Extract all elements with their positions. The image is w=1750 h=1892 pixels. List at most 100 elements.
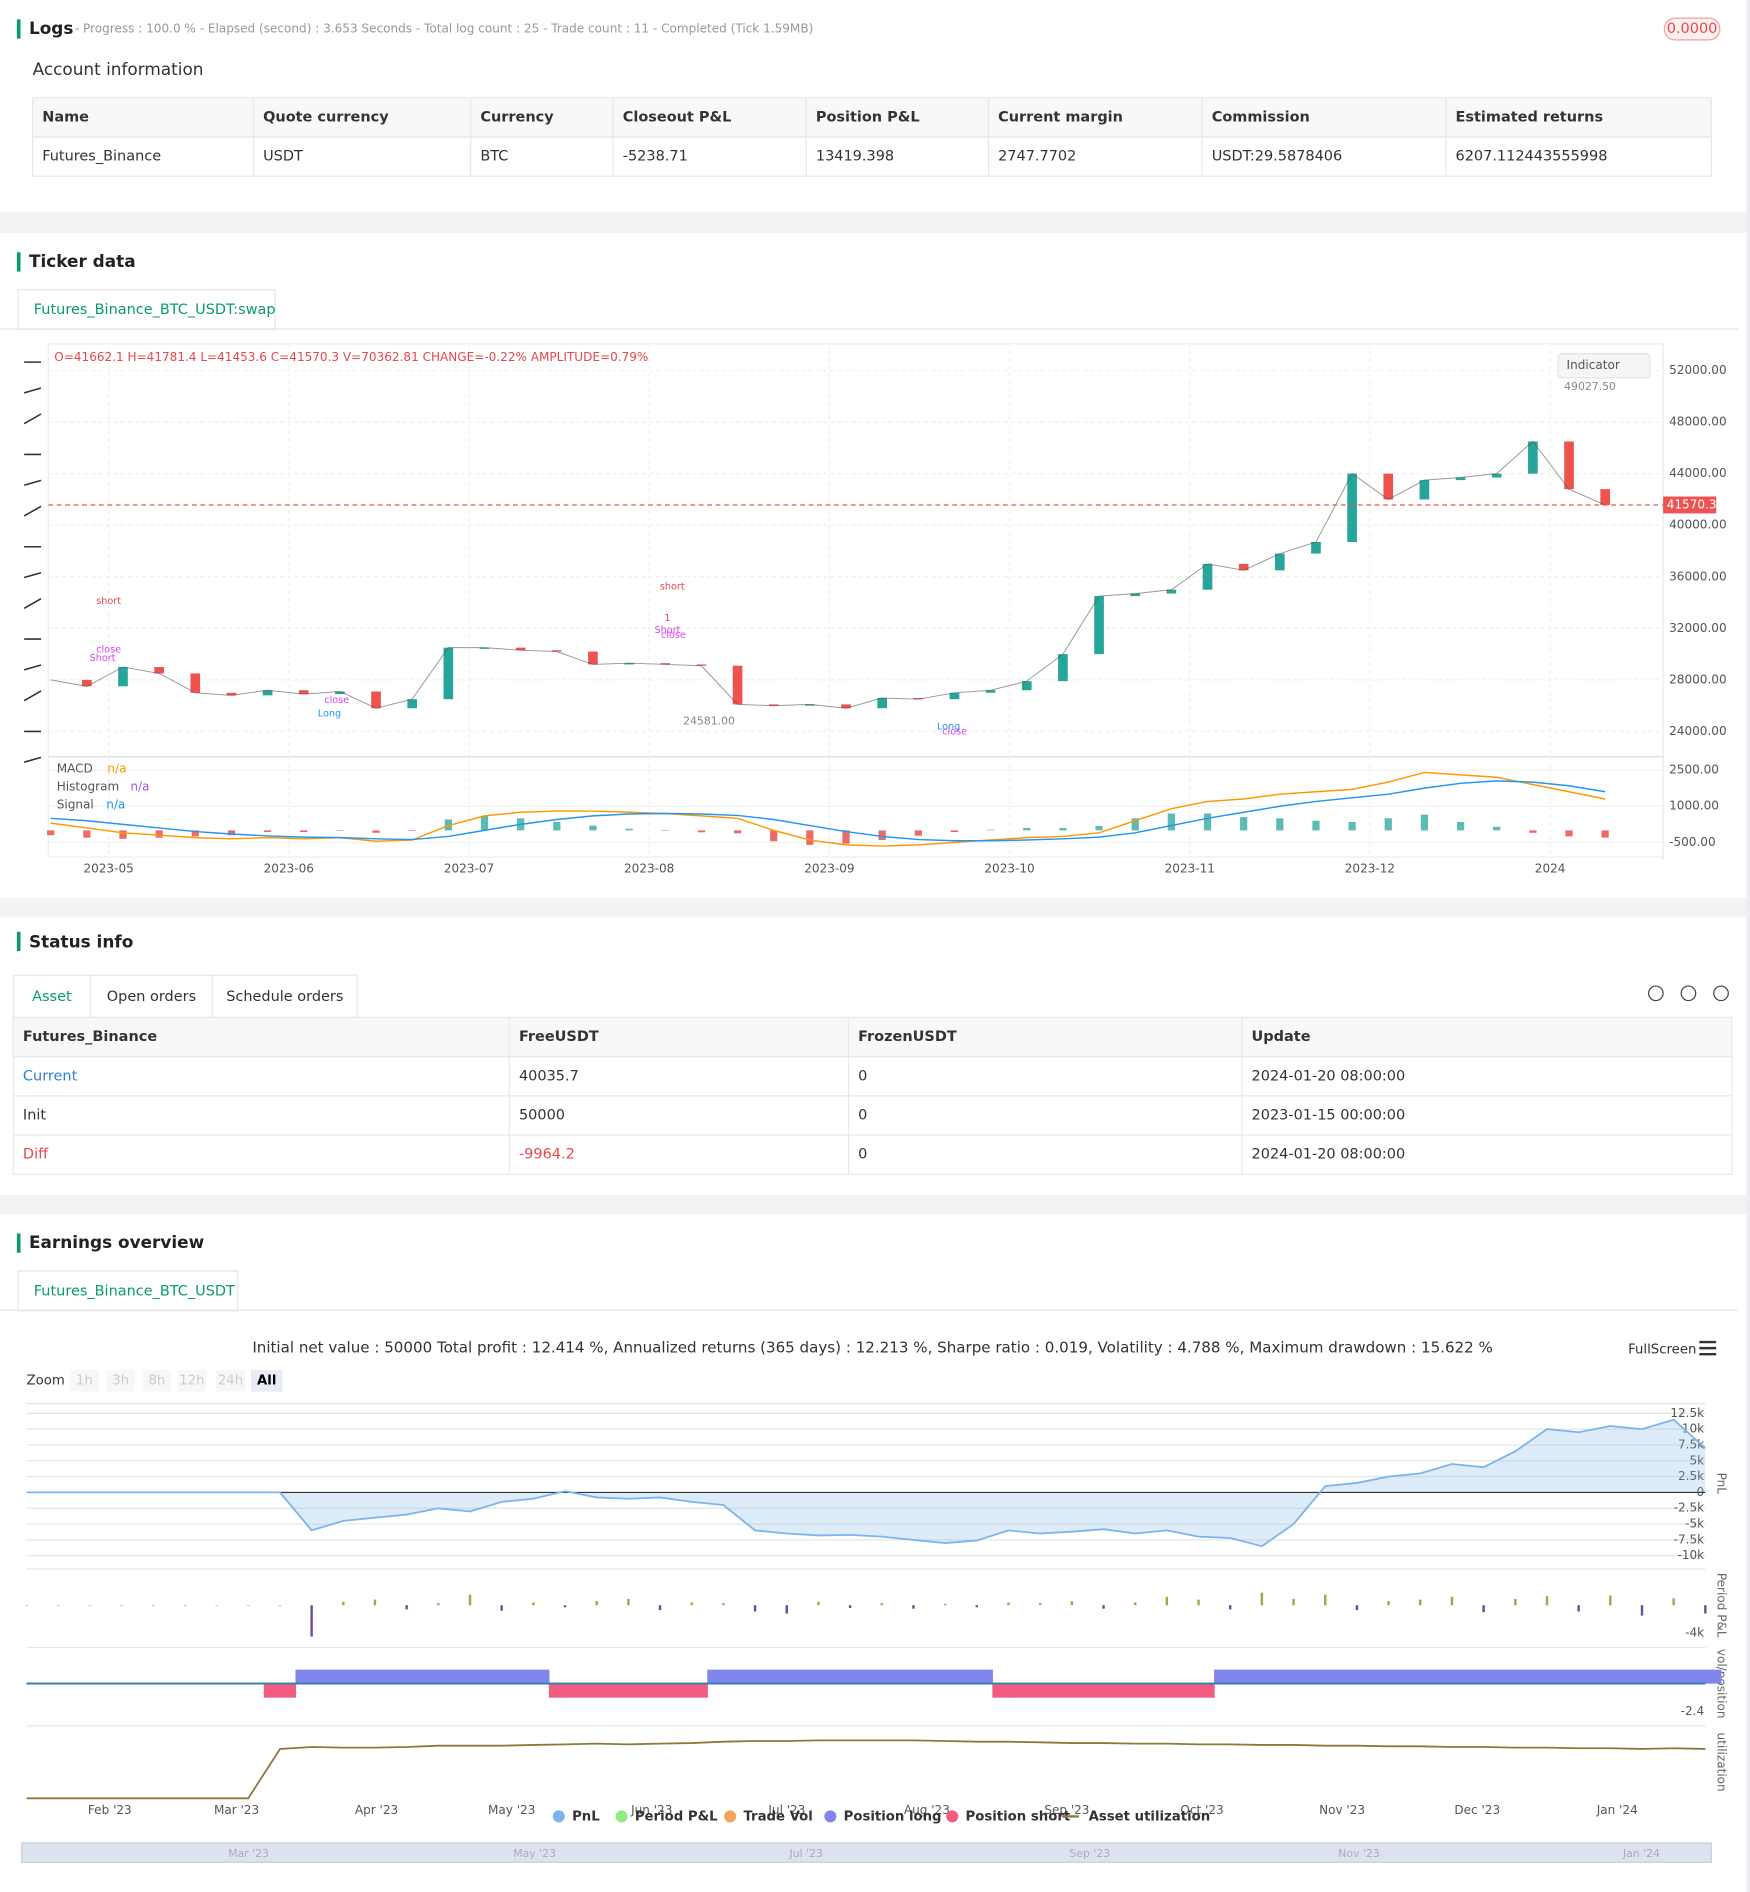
bar — [310, 1605, 313, 1637]
bar — [912, 1605, 915, 1609]
legend-symbol — [824, 1810, 837, 1823]
zoom-label[interactable]: 3h — [112, 1374, 129, 1389]
legend-label[interactable]: Period P&L — [635, 1809, 718, 1824]
bar — [1609, 1595, 1612, 1606]
bar — [612, 1683, 645, 1698]
legend-label[interactable]: Trade Vol — [743, 1809, 812, 1824]
annotation: Long — [937, 722, 960, 733]
candle — [190, 673, 201, 693]
zoom-label[interactable]: 1h — [76, 1374, 93, 1389]
candle — [768, 704, 779, 706]
bar — [422, 1669, 455, 1684]
legend-label[interactable]: Asset utilization — [1089, 1809, 1211, 1824]
zoom-button[interactable] — [251, 1369, 283, 1392]
tool-icon[interactable] — [23, 664, 42, 671]
candle — [1419, 480, 1430, 500]
bar — [975, 1605, 979, 1608]
y-tick-label: -2.5k — [1674, 1501, 1705, 1515]
bar — [1640, 1605, 1644, 1616]
tab[interactable] — [17, 289, 276, 331]
ticker-title: Ticker data — [29, 251, 136, 271]
zoom-button[interactable] — [142, 1369, 172, 1392]
bar — [25, 1605, 28, 1606]
zoom-button[interactable] — [70, 1369, 99, 1392]
tool-icon[interactable] — [23, 756, 42, 763]
y-tick-label: 44000.00 — [1669, 466, 1726, 480]
cell: USDT:29.5878406 — [1212, 149, 1343, 165]
zoom-label[interactable]: All — [257, 1374, 276, 1389]
zoom-label[interactable]: 8h — [148, 1374, 165, 1389]
bar — [675, 1683, 708, 1698]
zoom-button[interactable] — [216, 1369, 245, 1392]
bar — [753, 1605, 757, 1612]
tab-label[interactable]: Open orders — [107, 989, 196, 1005]
tab-label[interactable]: Futures_Binance_BTC_USDT:swap — [34, 302, 276, 318]
navigator[interactable] — [21, 1842, 1712, 1863]
histogram-bar — [625, 828, 633, 831]
fullscreen[interactable]: FullScreen — [1628, 1342, 1696, 1357]
candle — [1202, 563, 1213, 590]
tab-label[interactable]: Schedule orders — [226, 989, 343, 1005]
toolbar-icon[interactable] — [1680, 985, 1697, 1002]
bar — [1577, 1605, 1580, 1612]
histogram-bar — [1276, 818, 1284, 831]
legend-label[interactable]: Position short — [966, 1809, 1071, 1824]
scrollbar — [1746, 0, 1750, 1892]
zoom-button[interactable] — [177, 1369, 207, 1392]
earnings-title: Earnings overview — [29, 1232, 204, 1252]
candle — [1058, 654, 1068, 682]
x-tick-label: Jan '24 — [1596, 1803, 1638, 1817]
bar — [1672, 1598, 1675, 1606]
histogram-bar — [1023, 827, 1031, 831]
candle — [696, 664, 707, 666]
menu-icon[interactable] — [1699, 1340, 1717, 1356]
tab[interactable] — [12, 974, 92, 1019]
histogram-bar — [878, 830, 886, 841]
annotation: Short — [90, 653, 116, 664]
tab[interactable] — [89, 974, 214, 1019]
tab-label[interactable]: Asset — [32, 989, 72, 1005]
bar — [1165, 1596, 1169, 1606]
tab[interactable] — [211, 974, 358, 1019]
last-price-tag — [1663, 496, 1717, 514]
histogram-bar — [697, 830, 706, 833]
toolbar-icon[interactable] — [1648, 985, 1664, 1002]
line-series — [26, 1739, 1706, 1800]
tab-label[interactable]: Futures_Binance_BTC_USDT — [34, 1283, 235, 1299]
bar — [1324, 1594, 1327, 1606]
area-series — [26, 1418, 1706, 1548]
histogram-bar — [1420, 814, 1429, 831]
y-tick-label: 40000.00 — [1669, 518, 1726, 532]
legend-value: n/a — [130, 779, 149, 793]
legend-label[interactable]: PnL — [572, 1809, 600, 1824]
zoom-label[interactable]: 12h — [179, 1374, 204, 1389]
tool-icon[interactable] — [23, 479, 42, 486]
tool-icon[interactable] — [23, 690, 42, 702]
indicator-label[interactable]: Indicator — [1567, 358, 1620, 372]
bar — [690, 1602, 693, 1606]
column-header: Closeout P&L — [623, 109, 732, 125]
indicator-button[interactable] — [1557, 353, 1651, 379]
tool-icon[interactable] — [23, 571, 42, 579]
bar — [1419, 1599, 1422, 1606]
bar — [770, 1669, 803, 1684]
bar — [1007, 1602, 1010, 1606]
bar — [247, 1605, 250, 1606]
tool-icon[interactable] — [23, 597, 42, 609]
logs-summary: - Progress : 100.0 % - Elapsed (second) … — [75, 22, 813, 36]
tool-icon[interactable] — [23, 413, 42, 425]
zoom-button[interactable] — [106, 1369, 136, 1392]
candle — [588, 651, 598, 665]
tool-icon[interactable] — [23, 505, 42, 517]
tool-icon[interactable] — [23, 387, 42, 394]
x-tick-label: 2024 — [1535, 862, 1566, 876]
y-tick-label: 5k — [1689, 1453, 1704, 1467]
legend-label[interactable]: Position long — [844, 1809, 942, 1824]
annotation: Short — [654, 625, 680, 636]
zoom-label[interactable]: 24h — [218, 1374, 243, 1389]
legend-name: Signal — [57, 798, 94, 812]
last-price-label: 41570.30 — [1667, 497, 1724, 511]
candle — [1564, 441, 1574, 490]
bar — [183, 1605, 187, 1606]
toolbar-icon[interactable] — [1713, 985, 1729, 1002]
